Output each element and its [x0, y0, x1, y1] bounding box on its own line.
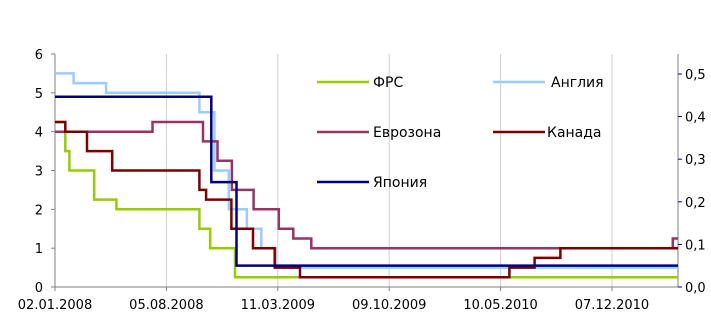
- x-tick-label: 02.01.2008: [18, 298, 92, 313]
- series-line: [55, 120, 678, 279]
- y-tick-label: 2: [35, 203, 43, 218]
- y2-tick-label: 0,2: [685, 196, 706, 211]
- tick-labels: 02.01.2008 05.08.2008 11.03.2009 09.10.2009…: [18, 48, 706, 313]
- legend-label: ФРС: [373, 75, 403, 91]
- y2-tick-label: 0,1: [685, 238, 706, 253]
- legend-label: Англия: [551, 75, 604, 91]
- legend: ФРС Англия Еврозона Канада Япония: [317, 75, 604, 191]
- series-line: [55, 95, 678, 267]
- series-line: [55, 120, 678, 250]
- y2-tick-label: 0,3: [685, 153, 706, 168]
- y-tick-label: 0: [35, 281, 43, 296]
- legend-label: Япония: [373, 175, 427, 191]
- y-tick-label: 3: [35, 165, 43, 180]
- series-line: [55, 120, 678, 279]
- x-tick-label: 05.08.2008: [129, 298, 203, 313]
- y2-tick-label: 0,5: [685, 68, 706, 83]
- y-tick-label: 4: [35, 126, 43, 141]
- y-tick-label: 1: [35, 242, 43, 257]
- legend-label: Еврозона: [373, 125, 441, 141]
- y2-tick-label: 0,0: [685, 281, 706, 296]
- x-tick-label: 10.05.2010: [463, 298, 537, 313]
- legend-label: Канада: [547, 125, 602, 141]
- x-tick-label: 07.12.2010: [575, 298, 649, 313]
- series-lines: [55, 72, 678, 279]
- x-tick-label: 09.10.2009: [352, 298, 426, 313]
- y2-tick-label: 0,4: [685, 111, 706, 126]
- y-tick-label: 5: [35, 87, 43, 102]
- x-tick-label: 11.03.2009: [241, 298, 315, 313]
- y-tick-label: 6: [35, 48, 43, 63]
